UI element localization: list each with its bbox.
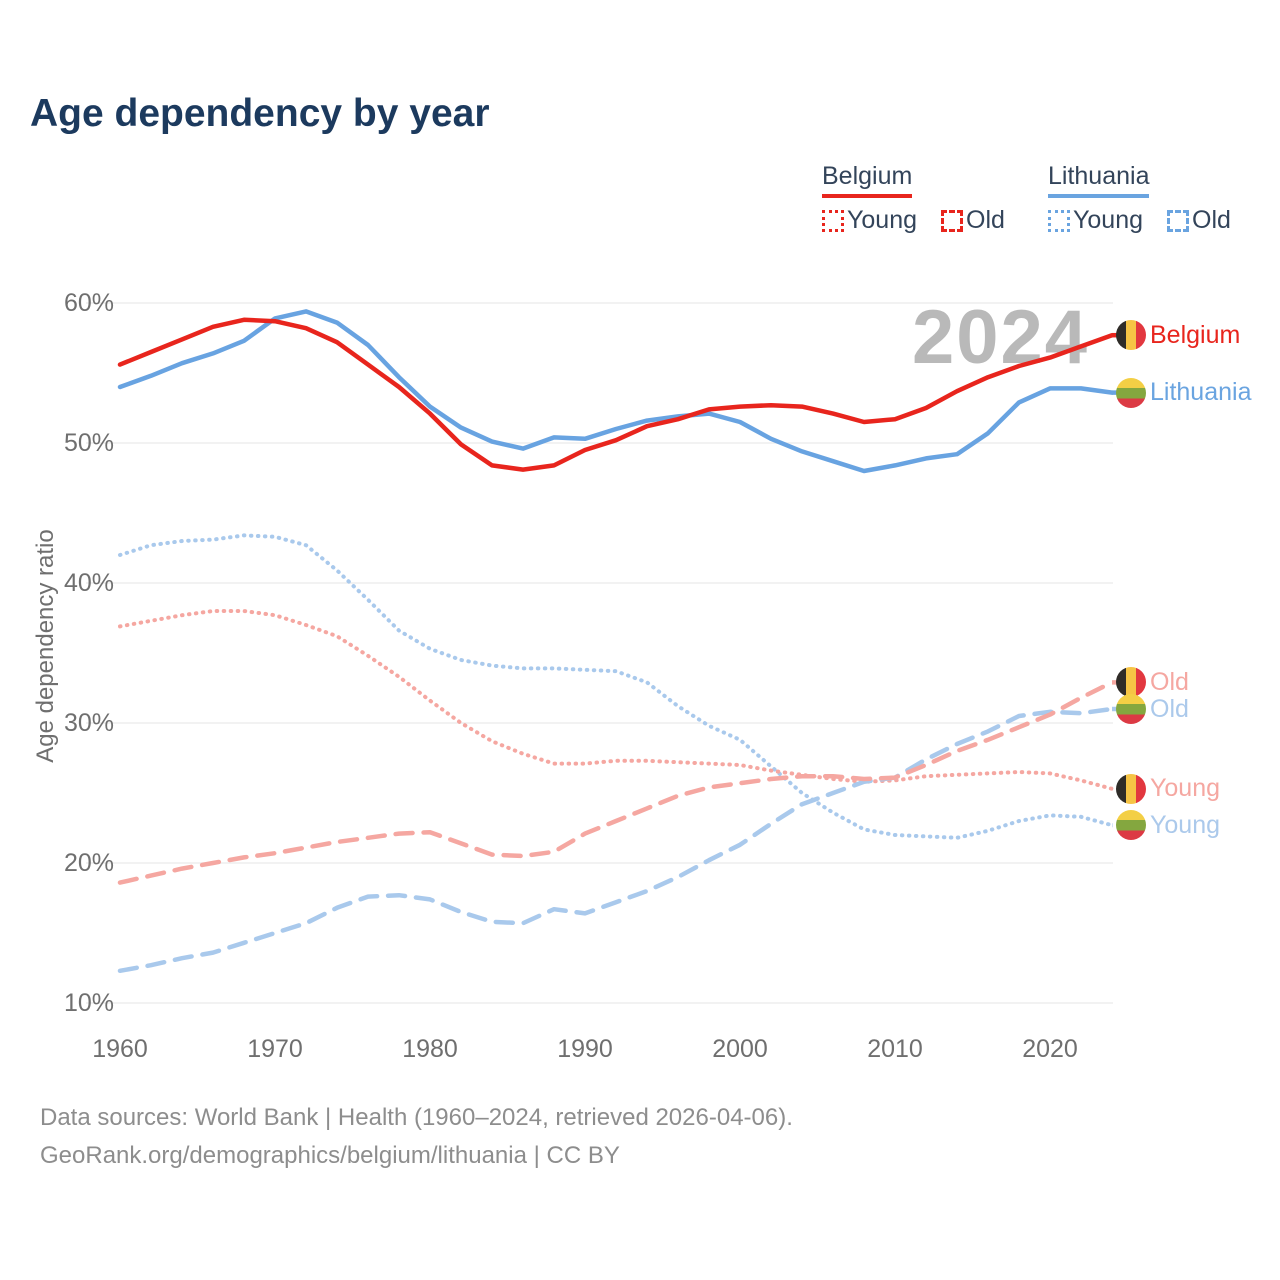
belgium-flag-icon	[1116, 773, 1146, 804]
y-axis-title: Age dependency ratio	[32, 529, 59, 763]
belgium-old-dashed-swatch-icon	[941, 209, 963, 232]
end-label-text-belgium: Belgium	[1150, 320, 1241, 349]
end-label-text-belgium-old: Old	[1150, 667, 1189, 696]
series-line-lithuania-total	[117, 309, 1115, 474]
page-title: Age dependency by year	[30, 92, 490, 135]
series-line-lithuania-old	[117, 706, 1115, 974]
end-label-text-lithuania: Lithuania	[1150, 378, 1252, 407]
legend-group-lithuania: Lithuania Young Old	[1048, 162, 1231, 235]
lithuania-flag-icon	[1116, 377, 1146, 408]
belgium-young-dotted-swatch-icon	[822, 209, 844, 232]
end-label-text-belgium-young: Young	[1150, 774, 1220, 803]
series-line-belgium-young	[118, 609, 1114, 791]
legend-label-belgium-young: Young	[847, 206, 917, 234]
end-label-belgium-old: Old	[1116, 666, 1189, 698]
end-label-belgium-total: Belgium	[1116, 319, 1240, 351]
footer-data-sources: Data sources: World Bank | Health (1960–…	[40, 1104, 793, 1131]
series-line-belgium-old	[117, 680, 1115, 885]
end-label-lithuania-total: Lithuania	[1116, 377, 1251, 409]
lithuania-young-dotted-swatch-icon	[1048, 209, 1070, 232]
legend-label-lithuania-young: Young	[1073, 206, 1143, 234]
lithuania-flag-icon	[1116, 810, 1146, 841]
end-label-lithuania-old: Old	[1116, 693, 1189, 725]
belgium-flag-icon	[1116, 320, 1146, 351]
lithuania-old-dashed-swatch-icon	[1167, 209, 1189, 232]
series-line-belgium-total	[117, 317, 1115, 472]
lithuania-flag-icon	[1116, 694, 1146, 724]
watermark-year: 2024	[912, 295, 1090, 380]
legend-row-belgium: Young Old	[822, 206, 1005, 235]
belgium-flag-icon	[1116, 667, 1146, 698]
legend-country-lithuania: Lithuania	[1048, 162, 1150, 198]
legend-country-belgium: Belgium	[822, 162, 913, 198]
end-label-lithuania-young: Young	[1116, 809, 1220, 841]
legend-row-lithuania: Young Old	[1048, 206, 1231, 235]
end-label-belgium-young: Young	[1116, 773, 1220, 805]
end-label-text-lithuania-old: Old	[1150, 694, 1189, 723]
legend-label-lithuania-old: Old	[1192, 206, 1231, 234]
series-line-lithuania-young	[118, 533, 1114, 840]
legend-group-belgium: Belgium Young Old	[822, 162, 1005, 235]
end-label-text-lithuania-young: Young	[1150, 810, 1220, 839]
legend-label-belgium-old: Old	[966, 206, 1005, 234]
footer-attribution: GeoRank.org/demographics/belgium/lithuan…	[40, 1142, 620, 1169]
